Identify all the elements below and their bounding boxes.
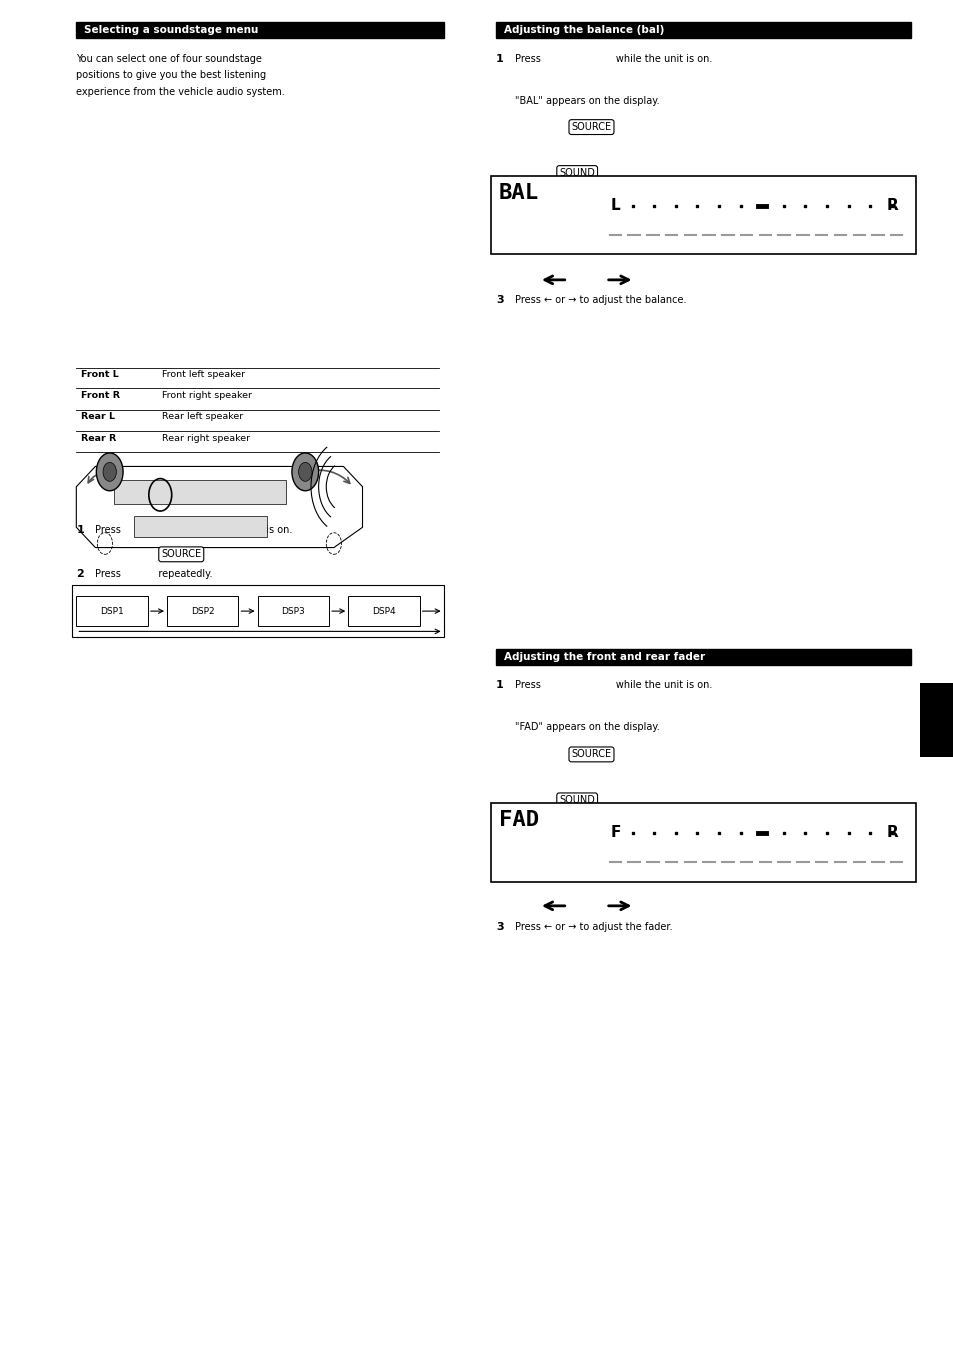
Text: Adjusting the front and rear fader: Adjusting the front and rear fader: [503, 652, 704, 662]
Text: Press ← or → to adjust the balance.: Press ← or → to adjust the balance.: [515, 295, 686, 304]
Circle shape: [298, 462, 312, 481]
Text: Press            repeatedly.: Press repeatedly.: [95, 569, 213, 579]
Text: Press                  repeatedly until: Press repeatedly until: [515, 649, 674, 658]
Text: SOUND: SOUND: [558, 168, 595, 178]
Text: F: F: [610, 825, 620, 841]
Text: Front right speaker: Front right speaker: [162, 391, 252, 400]
Text: SOUND: SOUND: [558, 795, 595, 806]
Text: 2: 2: [76, 569, 84, 579]
Text: SOURCE: SOURCE: [161, 549, 201, 560]
Text: positions to give you the best listening: positions to give you the best listening: [76, 70, 266, 80]
Text: Selecting a soundstage menu: Selecting a soundstage menu: [84, 24, 258, 35]
Text: Front R: Front R: [81, 391, 120, 400]
Text: DSP2: DSP2: [191, 607, 214, 615]
Text: 2: 2: [496, 649, 503, 658]
Bar: [348, 596, 419, 626]
Bar: [76, 22, 443, 38]
Bar: [71, 585, 443, 637]
Text: 1: 1: [496, 54, 503, 64]
Text: R: R: [886, 197, 898, 214]
Text: Press                        while the unit is on.: Press while the unit is on.: [515, 680, 712, 690]
Text: Adjusting the balance (bal): Adjusting the balance (bal): [503, 24, 663, 35]
Text: Press                  repeatedly until: Press repeatedly until: [515, 649, 674, 658]
Text: Rear L: Rear L: [81, 412, 115, 422]
Text: DSP4: DSP4: [372, 607, 395, 615]
Text: BAL: BAL: [498, 183, 538, 203]
Text: DSO: DSO: [147, 592, 168, 603]
Text: DSP1: DSP1: [100, 607, 124, 615]
Text: 3: 3: [496, 922, 503, 932]
Bar: [76, 596, 148, 626]
Text: 2: 2: [496, 649, 503, 658]
Text: experience from the vehicle audio system.: experience from the vehicle audio system…: [76, 87, 285, 96]
Bar: [257, 596, 329, 626]
Text: You can select one of four soundstage: You can select one of four soundstage: [76, 54, 262, 64]
Bar: [167, 596, 238, 626]
Text: DSP3: DSP3: [281, 607, 305, 615]
Text: L: L: [610, 197, 619, 214]
Bar: [491, 803, 915, 882]
Circle shape: [96, 453, 123, 491]
Text: SOURCE: SOURCE: [571, 749, 611, 760]
Text: Press                        while the unit is on.: Press while the unit is on.: [515, 54, 712, 64]
Polygon shape: [76, 466, 362, 548]
Bar: [919, 683, 953, 757]
Circle shape: [103, 462, 116, 481]
Text: Press ← or → to adjust the fader.: Press ← or → to adjust the fader.: [515, 922, 672, 932]
Text: FAD: FAD: [498, 810, 538, 830]
Text: Press                        while the unit is on.: Press while the unit is on.: [95, 525, 293, 534]
Text: Front L: Front L: [81, 370, 119, 380]
Text: Rear right speaker: Rear right speaker: [162, 434, 250, 443]
Bar: [496, 649, 910, 665]
Bar: [491, 176, 915, 254]
Text: 1: 1: [76, 525, 84, 534]
Text: Rear R: Rear R: [81, 434, 116, 443]
Circle shape: [292, 453, 318, 491]
Bar: [496, 22, 910, 38]
Bar: [133, 516, 267, 537]
Text: 3: 3: [496, 295, 503, 304]
Text: 1: 1: [496, 680, 503, 690]
Bar: [114, 480, 286, 504]
Text: SOURCE: SOURCE: [571, 122, 611, 132]
Text: R: R: [886, 825, 898, 841]
Text: "FAD" appears on the display.: "FAD" appears on the display.: [515, 722, 659, 731]
Text: Front left speaker: Front left speaker: [162, 370, 245, 380]
Text: Rear left speaker: Rear left speaker: [162, 412, 243, 422]
Text: "BAL" appears on the display.: "BAL" appears on the display.: [515, 96, 659, 105]
